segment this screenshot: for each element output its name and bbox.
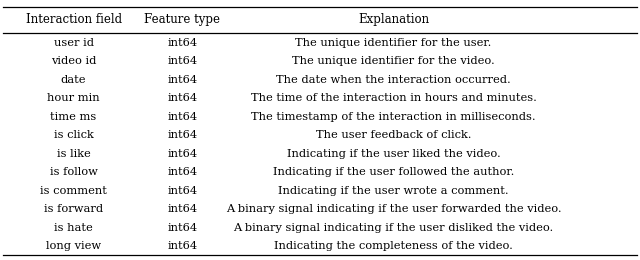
Text: int64: int64 <box>167 148 198 159</box>
Text: long view: long view <box>46 241 101 251</box>
Text: The user feedback of click.: The user feedback of click. <box>316 130 471 140</box>
Text: int64: int64 <box>167 186 198 196</box>
Text: hour min: hour min <box>47 93 100 103</box>
Text: int64: int64 <box>167 130 198 140</box>
Text: is hate: is hate <box>54 223 93 232</box>
Text: int64: int64 <box>167 167 198 177</box>
Text: A binary signal indicating if the user forwarded the video.: A binary signal indicating if the user f… <box>226 204 561 214</box>
Text: int64: int64 <box>167 223 198 232</box>
Text: Feature type: Feature type <box>145 13 220 27</box>
Text: time ms: time ms <box>51 112 97 121</box>
Text: Explanation: Explanation <box>358 13 429 27</box>
Text: The unique identifier for the video.: The unique identifier for the video. <box>292 56 495 66</box>
Text: is comment: is comment <box>40 186 107 196</box>
Text: The date when the interaction occurred.: The date when the interaction occurred. <box>276 75 511 84</box>
Text: int64: int64 <box>167 241 198 251</box>
Text: int64: int64 <box>167 93 198 103</box>
Text: The unique identifier for the user.: The unique identifier for the user. <box>296 37 492 48</box>
Text: video id: video id <box>51 56 96 66</box>
Text: Indicating if the user followed the author.: Indicating if the user followed the auth… <box>273 167 515 177</box>
Text: is like: is like <box>57 148 90 159</box>
Text: The time of the interaction in hours and minutes.: The time of the interaction in hours and… <box>251 93 536 103</box>
Text: is follow: is follow <box>50 167 97 177</box>
Text: int64: int64 <box>167 37 198 48</box>
Text: Indicating if the user wrote a comment.: Indicating if the user wrote a comment. <box>278 186 509 196</box>
Text: int64: int64 <box>167 75 198 84</box>
Text: user id: user id <box>54 37 93 48</box>
Text: The timestamp of the interaction in milliseconds.: The timestamp of the interaction in mill… <box>252 112 536 121</box>
Text: int64: int64 <box>167 112 198 121</box>
Text: int64: int64 <box>167 204 198 214</box>
Text: Indicating the completeness of the video.: Indicating the completeness of the video… <box>274 241 513 251</box>
Text: is forward: is forward <box>44 204 103 214</box>
Text: date: date <box>61 75 86 84</box>
Text: int64: int64 <box>167 56 198 66</box>
Text: is click: is click <box>54 130 93 140</box>
Text: Interaction field: Interaction field <box>26 13 122 27</box>
Text: Indicating if the user liked the video.: Indicating if the user liked the video. <box>287 148 500 159</box>
Text: A binary signal indicating if the user disliked the video.: A binary signal indicating if the user d… <box>234 223 554 232</box>
